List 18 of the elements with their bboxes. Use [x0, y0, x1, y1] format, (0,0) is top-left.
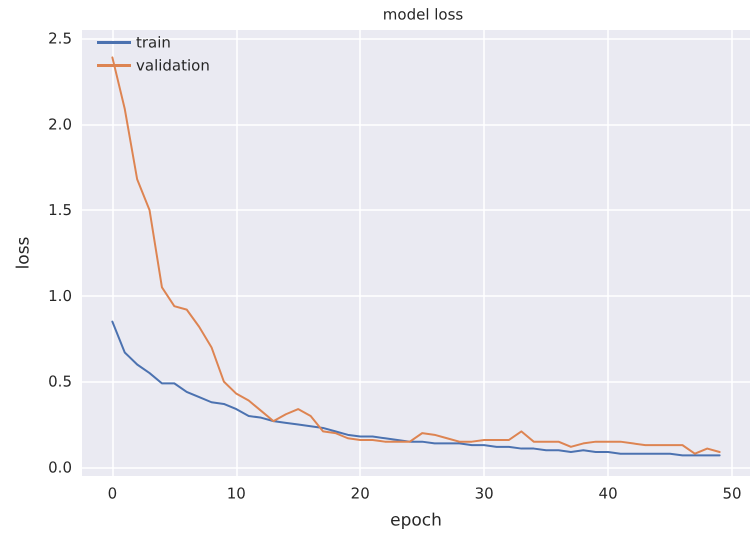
- legend-label: validation: [136, 56, 210, 74]
- legend-label: train: [136, 34, 171, 52]
- x-tick-label: 10: [226, 484, 246, 502]
- x-tick-label: 0: [108, 484, 118, 502]
- y-tick-label: 0.5: [48, 372, 72, 391]
- y-tick-label: 1.5: [48, 201, 72, 220]
- chart-title: model loss: [382, 6, 464, 24]
- x-tick-label: 50: [722, 484, 742, 502]
- y-axis-title: loss: [14, 236, 34, 270]
- x-axis-title: epoch: [390, 510, 442, 530]
- y-tick-label: 2.5: [48, 30, 72, 48]
- y-tick-label: 1.0: [48, 286, 72, 305]
- x-tick-label: 20: [350, 484, 370, 502]
- y-tick-label: 2.0: [48, 115, 72, 134]
- x-tick-label: 40: [598, 484, 618, 502]
- y-tick-label: 0.0: [48, 458, 72, 476]
- line-series: [111, 320, 721, 456]
- x-tick-label: 30: [474, 484, 494, 502]
